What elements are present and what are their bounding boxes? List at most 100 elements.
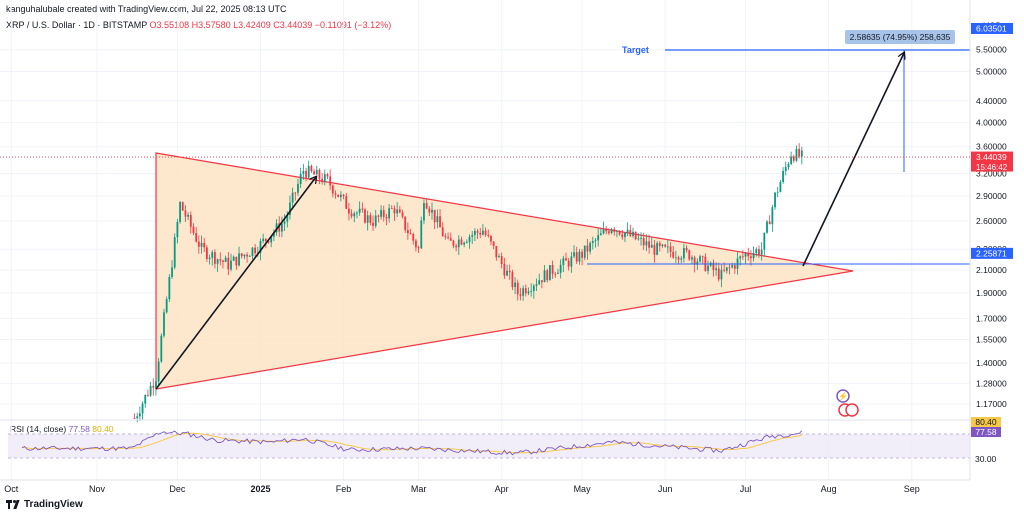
candle-body: [787, 163, 790, 167]
price-tick-label: 4.00000: [976, 118, 1007, 128]
candle-body: [621, 234, 624, 238]
target-label: Target: [622, 45, 649, 55]
rsi-value: 77.58: [68, 424, 90, 434]
candle-body: [519, 294, 522, 296]
rsi-legend: RSI (14, close) 77.58 80.40: [10, 424, 114, 434]
candle-body: [219, 259, 222, 261]
candle-body: [184, 210, 187, 217]
candle-body: [138, 413, 141, 417]
candle-body: [388, 208, 391, 219]
rsi-30-tick: 30.00: [975, 454, 997, 464]
time-tick-label: Nov: [89, 484, 106, 494]
candle-body: [356, 212, 358, 214]
candle-body: [637, 238, 640, 240]
candle-body: [230, 260, 232, 270]
candle-body: [792, 156, 795, 161]
candle-body: [733, 265, 736, 269]
candle-body: [522, 288, 525, 296]
candle-body: [699, 256, 701, 262]
candle-body: [286, 215, 289, 222]
price-tag-label: 2.25871: [976, 248, 1007, 258]
candle-body: [712, 262, 715, 271]
price-axis[interactable]: 5.50000 5.00000 4.40000 4.00000 3.60000 3.200…: [976, 45, 1007, 409]
candle-body: [645, 241, 648, 246]
candle-body: [350, 213, 353, 217]
candle-body: [289, 202, 291, 216]
candle-body: [554, 273, 557, 275]
candle-body: [457, 239, 460, 248]
time-tick-label: Jul: [740, 484, 752, 494]
candle-body: [586, 245, 589, 252]
candle-body: [629, 229, 632, 236]
candle-body: [597, 235, 600, 241]
candle-body: [364, 209, 366, 223]
us-flag-event-icon-2[interactable]: [845, 403, 859, 417]
candle-body: [382, 210, 385, 218]
candle-body: [281, 223, 283, 232]
candle-body: [508, 270, 511, 273]
candle-body: [374, 215, 377, 226]
candle-body: [366, 215, 369, 223]
candle-body: [642, 237, 645, 246]
projection-arrow-1[interactable]: [155, 177, 316, 390]
time-tick-label: Jun: [658, 484, 673, 494]
candle-body: [728, 267, 731, 269]
candle-body: [471, 235, 474, 237]
candle-body: [763, 232, 766, 250]
time-tick-label: Feb: [336, 484, 352, 494]
candle-body: [680, 258, 683, 260]
candle-body: [632, 231, 634, 236]
candle-body: [398, 209, 401, 213]
candle-body: [771, 207, 774, 225]
candle-body: [567, 260, 570, 267]
candle-body: [163, 312, 165, 336]
candle-body: [246, 254, 248, 257]
price-tick-label: 2.10000: [976, 265, 1007, 275]
candle-body: [798, 148, 801, 157]
candle-body: [420, 220, 423, 249]
candle-body: [549, 265, 551, 281]
candle-body: [776, 191, 779, 193]
candle-body: [578, 251, 581, 262]
price-tick-label: 5.00000: [976, 67, 1007, 77]
candle-body: [559, 264, 562, 273]
candle-body: [187, 214, 190, 217]
candle-body: [275, 223, 278, 233]
candle-body: [594, 240, 597, 242]
time-tick-label: Apr: [495, 484, 509, 494]
candle-body: [503, 263, 506, 276]
candle-body: [607, 231, 610, 234]
candle-body: [262, 238, 265, 242]
tradingview-logo[interactable]: TradingView: [6, 499, 83, 510]
candle-body: [318, 169, 321, 179]
candle-body: [447, 237, 449, 239]
lightning-event-icon[interactable]: [836, 389, 850, 403]
candle-body: [731, 265, 734, 268]
candle-body: [436, 216, 439, 223]
rsi-ma-tag: 80.40: [975, 417, 997, 427]
projection-arrow-2[interactable]: [802, 53, 904, 267]
candle-body: [380, 210, 382, 217]
candle-body: [511, 272, 514, 288]
time-axis[interactable]: Oct Nov Dec 2025 Feb Mar Apr May Jun Jul Aug Sep: [4, 484, 919, 494]
candle-body: [583, 245, 586, 258]
candle-body: [618, 230, 621, 235]
candle-body: [650, 244, 653, 248]
candle-body: [551, 265, 554, 274]
candle-body: [157, 361, 160, 382]
candle-body: [227, 257, 230, 270]
price-tag-target: [971, 22, 1013, 34]
rsi-band: [8, 434, 970, 458]
candle-body: [272, 232, 275, 237]
candle-body: [415, 240, 417, 248]
candle-body: [484, 230, 487, 236]
price-tag-last: [971, 151, 1013, 172]
high-value: H3.57580: [191, 20, 231, 30]
candle-body: [441, 227, 444, 237]
candle-body: [192, 226, 195, 234]
candle-body: [514, 282, 516, 288]
candle-body: [243, 254, 246, 257]
candle-body: [179, 202, 181, 222]
event-icons[interactable]: ⚡: [836, 389, 859, 417]
